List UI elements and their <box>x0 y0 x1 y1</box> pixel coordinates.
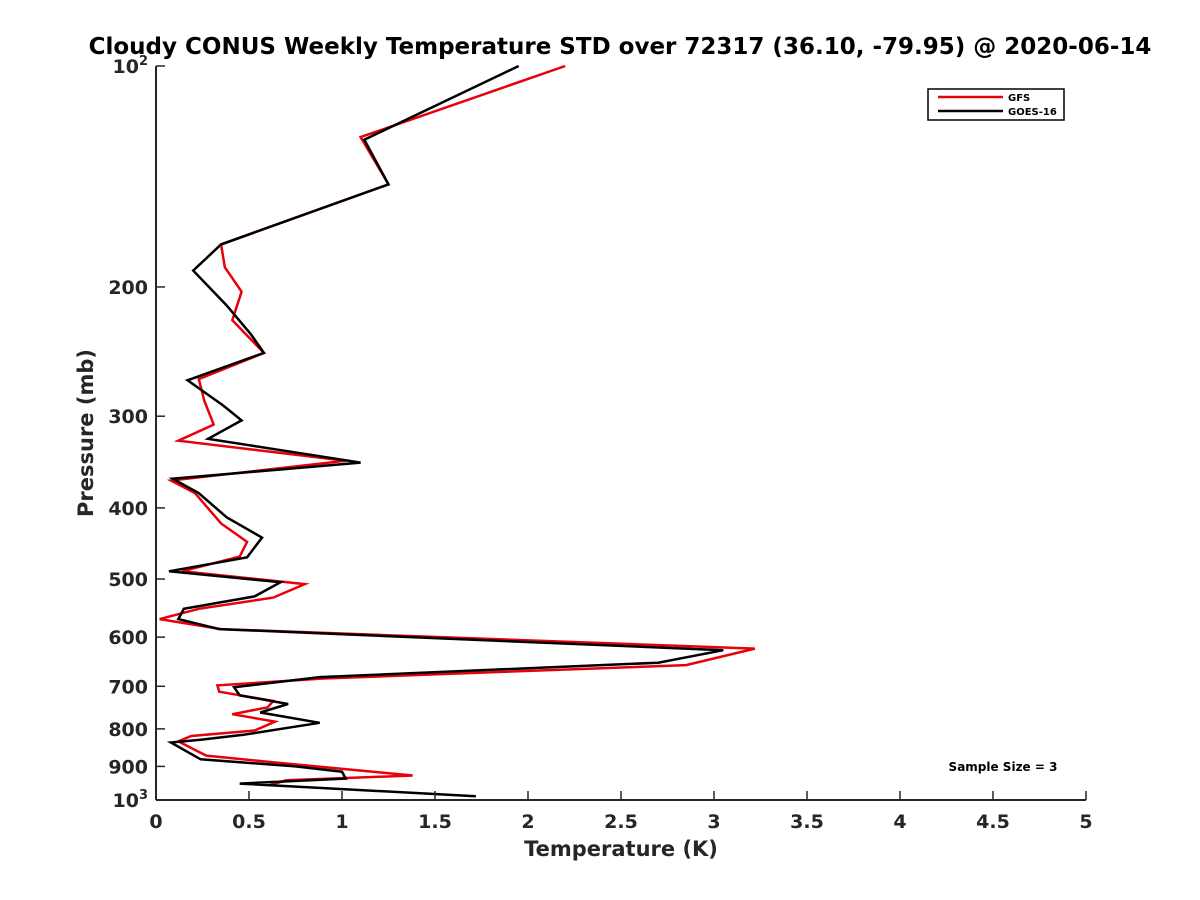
x-axis-label: Temperature (K) <box>524 837 718 861</box>
y-tick-label: 103 <box>113 788 149 812</box>
sample-size-annotation: Sample Size = 3 <box>949 760 1058 774</box>
chart-title: Cloudy CONUS Weekly Temperature STD over… <box>89 34 1152 60</box>
x-ticks: 0 0.5 1 1.5 2 2.5 3 3.5 4 4.5 5 <box>149 791 1093 833</box>
legend-label-goes16: GOES-16 <box>1008 107 1057 118</box>
x-tick-label: 1.5 <box>418 811 452 833</box>
x-tick-label: 1 <box>335 811 348 833</box>
y-tick-label: 102 <box>113 54 149 78</box>
y-tick-label: 700 <box>108 676 148 698</box>
legend-label-gfs: GFS <box>1008 93 1030 104</box>
x-tick-label: 5 <box>1079 811 1092 833</box>
y-tick-label: 400 <box>108 498 148 520</box>
y-tick-label: 500 <box>108 569 148 591</box>
x-tick-label: 2 <box>521 811 534 833</box>
legend: GFS GOES-16 <box>927 88 1065 121</box>
x-tick-label: 4.5 <box>976 811 1010 833</box>
y-tick-label: 800 <box>108 719 148 741</box>
legend-box <box>927 88 1065 121</box>
series-lines <box>159 64 756 798</box>
y-tick-label: 900 <box>108 756 148 778</box>
x-tick-label: 0.5 <box>232 811 266 833</box>
x-tick-label: 2.5 <box>604 811 638 833</box>
y-tick-label: 300 <box>108 406 148 428</box>
x-tick-label: 3.5 <box>790 811 824 833</box>
x-tick-label: 4 <box>893 811 906 833</box>
y-tick-label: 200 <box>108 277 148 299</box>
y-ticks: 102 200 300 400 500 600 700 800 900 103 <box>108 54 165 812</box>
x-tick-label: 0 <box>149 811 162 833</box>
x-tick-label: 3 <box>707 811 720 833</box>
y-axis-label: Pressure (mb) <box>74 349 98 517</box>
y-tick-label: 600 <box>108 627 148 649</box>
series-line-goes16 <box>166 64 724 798</box>
